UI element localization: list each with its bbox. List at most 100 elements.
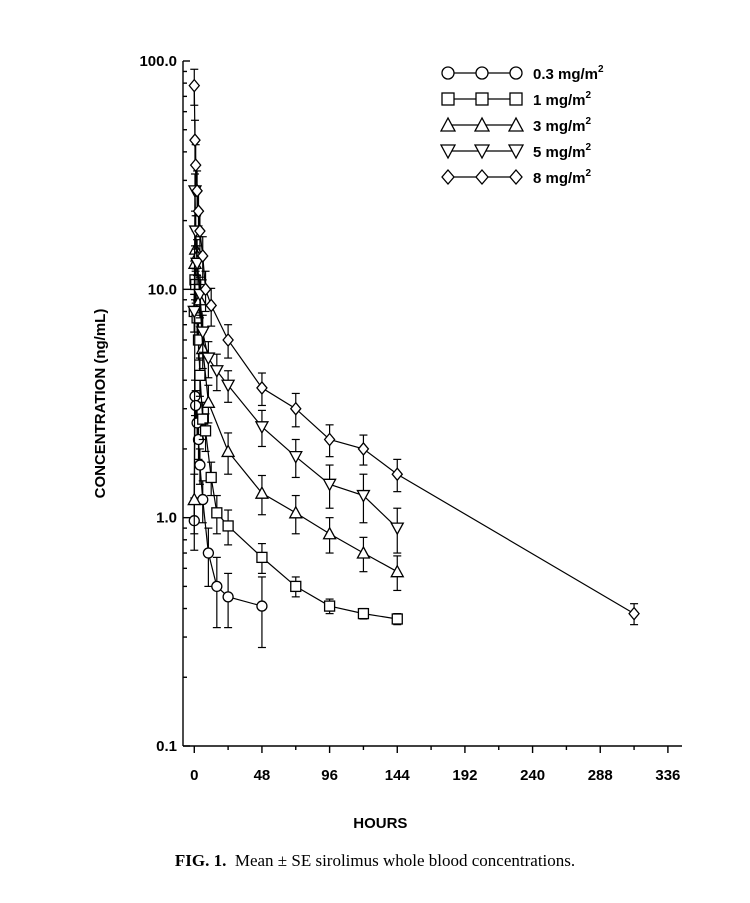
data-point: [189, 133, 201, 148]
data-point: [205, 298, 218, 313]
data-point: [390, 522, 405, 536]
x-tick-label: 144: [385, 767, 411, 784]
legend-marker: [439, 144, 457, 160]
figure-caption: FIG. 1. Mean ± SE sirolimus whole blood …: [0, 851, 750, 871]
data-point: [391, 613, 403, 625]
legend-label: 3 mg/m2: [533, 116, 592, 135]
data-point: [187, 305, 202, 319]
legend-marker: [475, 169, 489, 185]
legend-marker: [475, 92, 489, 106]
data-point: [209, 365, 224, 379]
data-point: [288, 505, 303, 519]
legend-item-2: 1 mg/m2: [441, 90, 592, 109]
data-point: [187, 492, 202, 506]
data-point: [288, 451, 303, 465]
x-tick-label: 240: [520, 767, 545, 784]
data-point: [254, 421, 270, 435]
data-point: [211, 580, 223, 593]
data-point: [197, 413, 209, 425]
legend-marker: [507, 144, 525, 160]
data-point: [199, 425, 212, 437]
data-point: [322, 526, 337, 540]
legend-marker: [441, 92, 455, 106]
y-tick-label: 100.0: [139, 53, 177, 70]
data-point: [256, 600, 268, 612]
legend-marker: [507, 116, 525, 132]
data-point: [191, 183, 203, 198]
data-point: [194, 369, 206, 382]
chart-axes: 0.1 1.0 10.0 100.0 0 48 96 144 192 240 288 336 HOURS…: [92, 53, 682, 832]
data-point: [202, 547, 215, 559]
data-point: [194, 459, 206, 471]
legend-marker: [509, 169, 523, 185]
data-point: [195, 326, 210, 340]
data-point: [199, 282, 212, 297]
x-tick-label: 192: [452, 767, 477, 784]
data-point: [190, 257, 205, 271]
data-point: [222, 332, 234, 348]
x-tick-label: 288: [588, 767, 613, 784]
series-5: [188, 68, 640, 626]
legend-marker: [441, 169, 455, 185]
data-point: [323, 600, 336, 612]
data-point: [628, 606, 640, 621]
data-point: [190, 399, 202, 412]
legend-label: 5 mg/m2: [533, 142, 592, 161]
legend-marker: [473, 144, 491, 160]
data-point: [194, 224, 206, 239]
data-point: [256, 551, 268, 564]
data-point: [221, 379, 236, 393]
x-tick-label: 96: [321, 767, 338, 784]
data-point: [323, 432, 336, 447]
chart-series: [187, 68, 640, 649]
data-point: [205, 471, 217, 484]
data-point: [391, 467, 404, 482]
data-point: [192, 204, 205, 219]
legend-marker: [439, 116, 457, 132]
data-point: [222, 591, 234, 603]
data-point: [390, 564, 405, 578]
chart-legend: 0.3 mg/m2 1 mg/m2 3 mg/m2 5 mg/m2 8 mg/m2: [439, 64, 604, 187]
x-axis-label: HOURS: [353, 815, 407, 832]
data-point: [221, 444, 236, 458]
data-point: [201, 394, 216, 408]
legend-marker: [473, 116, 491, 132]
data-point: [189, 158, 202, 173]
legend-label: 1 mg/m2: [533, 90, 592, 109]
data-point: [290, 580, 302, 593]
caption-label: FIG. 1.: [174, 851, 227, 870]
data-point: [196, 248, 209, 263]
y-tick-label: 1.0: [156, 510, 177, 527]
y-axis-label: CONCENTRATION (ng/mL): [92, 309, 109, 499]
data-point: [356, 489, 371, 503]
y-tick-label: 0.1: [156, 738, 177, 755]
data-point: [357, 607, 370, 620]
data-point: [188, 78, 201, 93]
legend-item-3: 3 mg/m2: [439, 116, 592, 135]
data-point: [192, 334, 205, 346]
series-1: [188, 379, 268, 649]
legend-item-4: 5 mg/m2: [439, 142, 592, 161]
legend-label: 0.3 mg/m2: [533, 64, 604, 83]
legend-marker: [509, 66, 523, 80]
data-point: [211, 507, 223, 519]
legend-label: 8 mg/m2: [533, 168, 592, 187]
y-tick-label: 10.0: [148, 281, 177, 298]
legend-marker: [441, 66, 455, 80]
data-point: [357, 441, 370, 456]
legend-marker: [509, 92, 523, 106]
x-tick-label: 336: [655, 767, 680, 784]
data-point: [356, 545, 371, 559]
legend-item-5: 8 mg/m2: [441, 168, 592, 187]
caption-text: Mean ± SE sirolimus whole blood concentr…: [234, 851, 576, 870]
data-point: [201, 352, 216, 366]
x-tick-label: 48: [254, 767, 271, 784]
series-line: [193, 85, 635, 615]
legend-item-1: 0.3 mg/m2: [441, 64, 604, 83]
data-point: [254, 485, 270, 499]
data-point: [222, 520, 234, 532]
data-point: [289, 401, 302, 416]
data-point: [322, 478, 337, 492]
legend-marker: [475, 66, 489, 80]
